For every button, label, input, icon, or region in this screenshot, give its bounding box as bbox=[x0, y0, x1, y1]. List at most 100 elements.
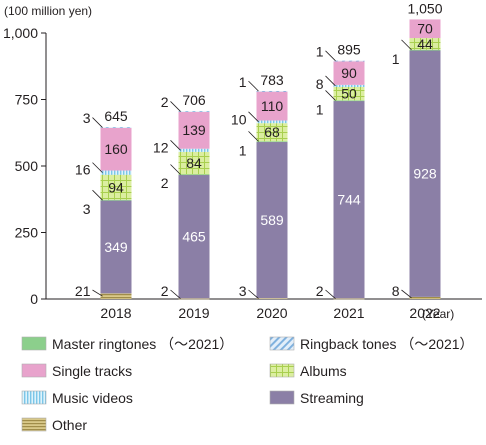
bar-segment-videos bbox=[100, 170, 132, 175]
y-ticks: 0 250 500 750 1,000 bbox=[3, 25, 46, 307]
x-ticks: 2018 2019 2020 2021 2022 bbox=[100, 305, 440, 321]
leader-line bbox=[401, 289, 412, 299]
bar-segment-albums bbox=[409, 38, 441, 50]
segment-label-albums: 68 bbox=[264, 124, 280, 140]
legend-label-ringback: Ringback tones （〜2021） bbox=[300, 336, 474, 352]
segment-label-streaming: 465 bbox=[182, 229, 206, 245]
bar-segment-master bbox=[100, 199, 132, 201]
bar-segment-other bbox=[178, 298, 210, 300]
bar-segment-single bbox=[409, 19, 441, 39]
segment-label-streaming: 744 bbox=[337, 192, 361, 208]
segment-label-albums: 84 bbox=[186, 155, 202, 171]
segment-label-other: 3 bbox=[239, 283, 247, 299]
legend-swatch-albums bbox=[269, 363, 295, 378]
leader-line bbox=[170, 101, 181, 112]
legend-swatch-streaming bbox=[269, 390, 295, 405]
segment-label-master: 2 bbox=[161, 175, 169, 191]
leader-line bbox=[401, 39, 412, 51]
segment-label-single: 110 bbox=[261, 98, 284, 114]
leader-line bbox=[325, 50, 336, 62]
bar-segment-ringback bbox=[100, 127, 132, 128]
bar-segment-albums bbox=[256, 123, 288, 142]
y-tick-label: 1,000 bbox=[3, 25, 38, 41]
legend-swatch-master bbox=[21, 336, 47, 351]
bar-segment-streaming bbox=[100, 200, 132, 294]
segment-label-ringback: 1 bbox=[316, 44, 324, 60]
legend-label-other: Other bbox=[52, 417, 87, 433]
bar-segment-other bbox=[256, 298, 288, 300]
segment-label-other: 21 bbox=[75, 283, 91, 299]
leader-line bbox=[92, 189, 103, 201]
leader-line bbox=[248, 111, 259, 123]
leader-line bbox=[325, 90, 336, 101]
legend-swatch-other bbox=[21, 417, 47, 432]
total-label: 1,050 bbox=[407, 0, 442, 16]
legend-label-streaming: Streaming bbox=[300, 390, 364, 406]
legend-label-master: Master ringtones （〜2021） bbox=[52, 336, 233, 352]
leader-line bbox=[248, 289, 259, 299]
segment-label-other: 2 bbox=[161, 283, 169, 299]
y-tick-label: 250 bbox=[15, 225, 39, 241]
segment-label-single: 90 bbox=[341, 65, 357, 81]
x-tick-label: 2018 bbox=[100, 305, 131, 321]
total-label: 783 bbox=[260, 72, 284, 88]
segment-label-albums: 50 bbox=[341, 86, 357, 102]
bar-segment-other bbox=[100, 293, 132, 299]
segment-label-videos: 16 bbox=[75, 162, 91, 178]
segment-label-albums: 44 bbox=[417, 36, 433, 52]
leader-line bbox=[170, 164, 181, 175]
x-tick-label: 2022 bbox=[409, 305, 440, 321]
segment-label-streaming: 928 bbox=[413, 165, 437, 181]
segment-label-streaming: 589 bbox=[260, 212, 284, 228]
segment-label-other: 8 bbox=[392, 283, 400, 299]
legend-swatch-videos bbox=[21, 390, 47, 405]
legend: Master ringtones （〜2021） Ringback tones （… bbox=[21, 336, 474, 433]
segment-label-master: 3 bbox=[83, 201, 91, 217]
bar-segment-videos bbox=[333, 84, 365, 87]
segment-label-streaming: 349 bbox=[104, 239, 128, 255]
segment-label-master: 1 bbox=[316, 101, 324, 117]
total-label: 706 bbox=[182, 92, 206, 108]
leader-line bbox=[92, 289, 103, 297]
leader-line bbox=[325, 75, 336, 87]
bar-segment-master bbox=[256, 141, 288, 143]
legend-label-albums: Albums bbox=[300, 363, 347, 379]
bar-segment-streaming bbox=[178, 174, 210, 299]
segment-label-ringback: 3 bbox=[83, 110, 91, 126]
bar-segment-ringback bbox=[178, 111, 210, 113]
segment-label-single: 160 bbox=[104, 141, 128, 157]
y-tick-label: 0 bbox=[30, 291, 38, 307]
bar-segment-streaming bbox=[256, 141, 288, 299]
x-tick-label: 2020 bbox=[256, 305, 287, 321]
bar-segment-single bbox=[100, 127, 132, 171]
x-tick-label: 2019 bbox=[178, 305, 209, 321]
legend-label-videos: Music videos bbox=[52, 390, 133, 406]
segment-label-ringback: 2 bbox=[161, 94, 169, 110]
bar-segment-streaming bbox=[409, 50, 441, 297]
segment-label-single: 139 bbox=[182, 122, 206, 138]
x-tick-label: 2021 bbox=[333, 305, 364, 321]
bar-segment-master bbox=[333, 100, 365, 102]
y-tick-label: 750 bbox=[15, 92, 39, 108]
bar-segment-videos bbox=[178, 148, 210, 152]
bar-segment-other bbox=[409, 296, 441, 299]
bar-segment-master bbox=[409, 49, 441, 51]
segment-label-videos: 12 bbox=[153, 140, 169, 156]
leader-line bbox=[325, 289, 336, 300]
bar-segment-single bbox=[256, 91, 288, 121]
total-label: 645 bbox=[104, 108, 128, 124]
leader-line bbox=[92, 117, 103, 128]
leader-line bbox=[248, 131, 259, 142]
bar-segment-albums bbox=[178, 151, 210, 175]
bar-segment-ringback bbox=[333, 60, 365, 62]
segment-label-other: 2 bbox=[316, 283, 324, 299]
bar-segment-single bbox=[178, 111, 210, 149]
leader-line bbox=[170, 289, 181, 300]
segment-label-single: 70 bbox=[417, 21, 433, 37]
leader-line bbox=[248, 80, 259, 92]
leader-line bbox=[170, 140, 181, 151]
segment-label-albums: 94 bbox=[108, 179, 124, 195]
segment-label-master: 1 bbox=[239, 142, 247, 158]
bar-segment-master bbox=[178, 174, 210, 176]
